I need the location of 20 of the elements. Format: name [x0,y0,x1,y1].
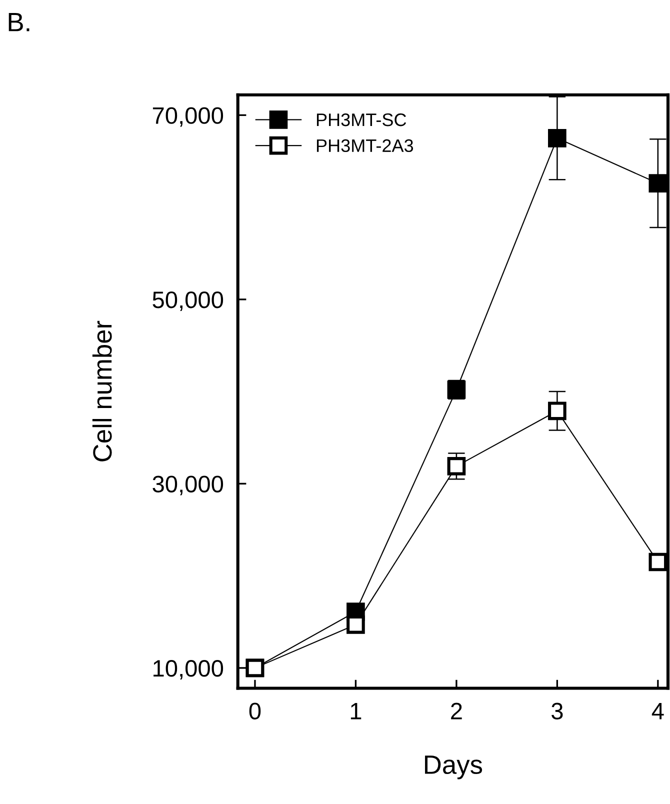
point [447,457,466,476]
x-tick-label: 3 [552,702,563,720]
point [548,402,566,420]
point [648,174,668,192]
y-tick-label: 10,000 [154,660,224,680]
y-tick-label: 30,000 [152,476,224,496]
y-tick-label: 70,000 [152,107,224,127]
x-axis-title: Days [425,756,482,780]
point [346,615,365,634]
x-tick-label: 0 [249,702,261,720]
legend-label: PH3MT-SC [316,113,406,126]
y-axis-title: Cell number [92,320,112,462]
text: B. [8,13,30,32]
y-tick-label: 50,000 [152,291,224,311]
x-tick-label: 2 [451,702,462,720]
point [548,129,566,148]
legend-label: PH3MT-2A3 [316,139,414,152]
x-tick-label: 1 [350,702,362,720]
point [648,552,668,572]
x-tick-label: 4 [652,702,664,720]
